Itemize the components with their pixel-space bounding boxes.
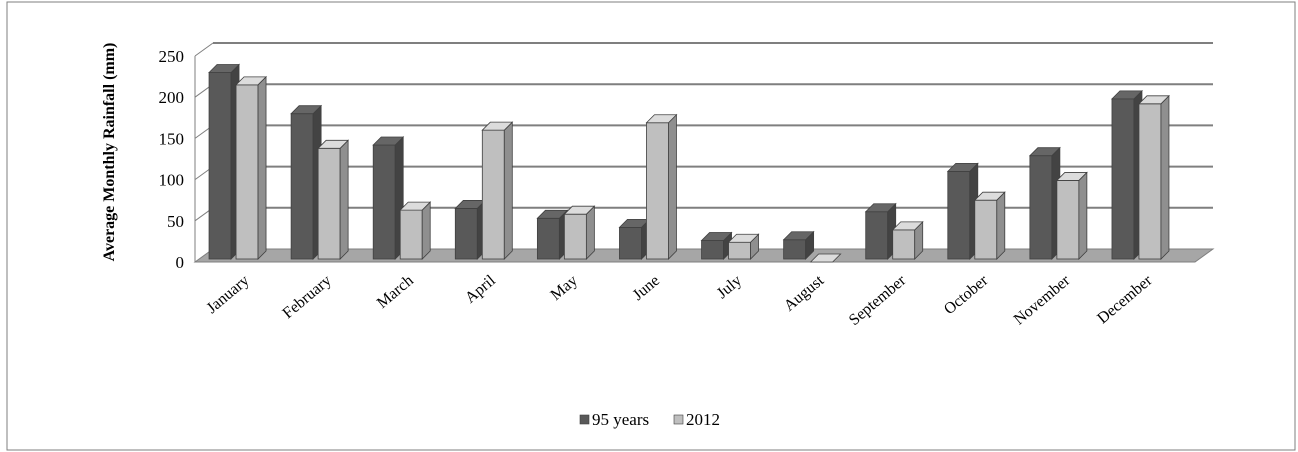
bars <box>208 63 1170 263</box>
bar-2012-january <box>235 75 268 260</box>
bar-2012-may <box>563 205 596 260</box>
legend-label: 95 years <box>592 410 649 429</box>
x-tick-label: June <box>630 272 663 304</box>
x-tick-label: April <box>462 272 499 307</box>
x-tick-label: October <box>941 272 992 319</box>
bar-95-years-october <box>946 162 979 260</box>
x-tick-label: August <box>781 272 828 315</box>
legend-swatch <box>673 414 684 425</box>
y-tick-label: 250 <box>159 47 185 66</box>
legend-swatch <box>579 414 590 425</box>
bar-2012-march <box>399 201 432 260</box>
bar-95-years-march <box>372 136 405 260</box>
gridline-side <box>194 42 214 57</box>
bar-95-years-july <box>700 231 733 260</box>
x-tick-label: May <box>548 272 581 304</box>
bar-2012-july <box>727 233 760 260</box>
x-tick-label: February <box>280 272 335 322</box>
y-tick-label: 100 <box>159 171 185 190</box>
x-tick-label: December <box>1094 272 1156 328</box>
chart-border <box>6 1 1296 451</box>
bar-2012-february <box>317 139 350 260</box>
y-tick-label: 150 <box>159 129 185 148</box>
y-tick-label: 0 <box>176 253 185 272</box>
x-tick-label: January <box>204 272 253 317</box>
legend-label: 2012 <box>686 410 720 429</box>
y-axis-ticks: 0 50 100 150 200 250 <box>159 47 185 272</box>
bar-95-years-may <box>536 209 569 260</box>
x-tick-label: November <box>1011 272 1074 329</box>
bar-2012-november <box>1055 171 1088 260</box>
bar-95-years-september <box>864 202 897 260</box>
bar-2012-december <box>1137 94 1170 260</box>
bar-95-years-november <box>1028 146 1061 260</box>
bar-95-years-june <box>618 218 651 260</box>
bar-2012-september <box>891 220 924 260</box>
y-tick-label: 50 <box>167 212 184 231</box>
bar-95-years-december <box>1110 89 1143 260</box>
bar-2012-april <box>481 121 514 260</box>
bar-95-years-january <box>208 63 241 260</box>
x-tick-label: September <box>846 272 910 329</box>
bar-95-years-august <box>782 230 815 260</box>
y-tick-label: 200 <box>159 88 185 107</box>
x-tick-label: July <box>714 272 745 302</box>
bar-2012-august <box>809 253 842 263</box>
bar-95-years-february <box>290 104 323 260</box>
legend: 95 years 2012 <box>579 410 720 429</box>
bar-95-years-april <box>454 199 487 260</box>
x-tick-label: March <box>374 272 417 312</box>
x-axis-ticks: January February March April May June July Augu… <box>204 272 1156 329</box>
y-axis-label: Average Monthly Rainfall (mm) <box>101 43 118 262</box>
bar-2012-june <box>645 113 678 260</box>
bar-2012-october <box>973 191 1006 260</box>
